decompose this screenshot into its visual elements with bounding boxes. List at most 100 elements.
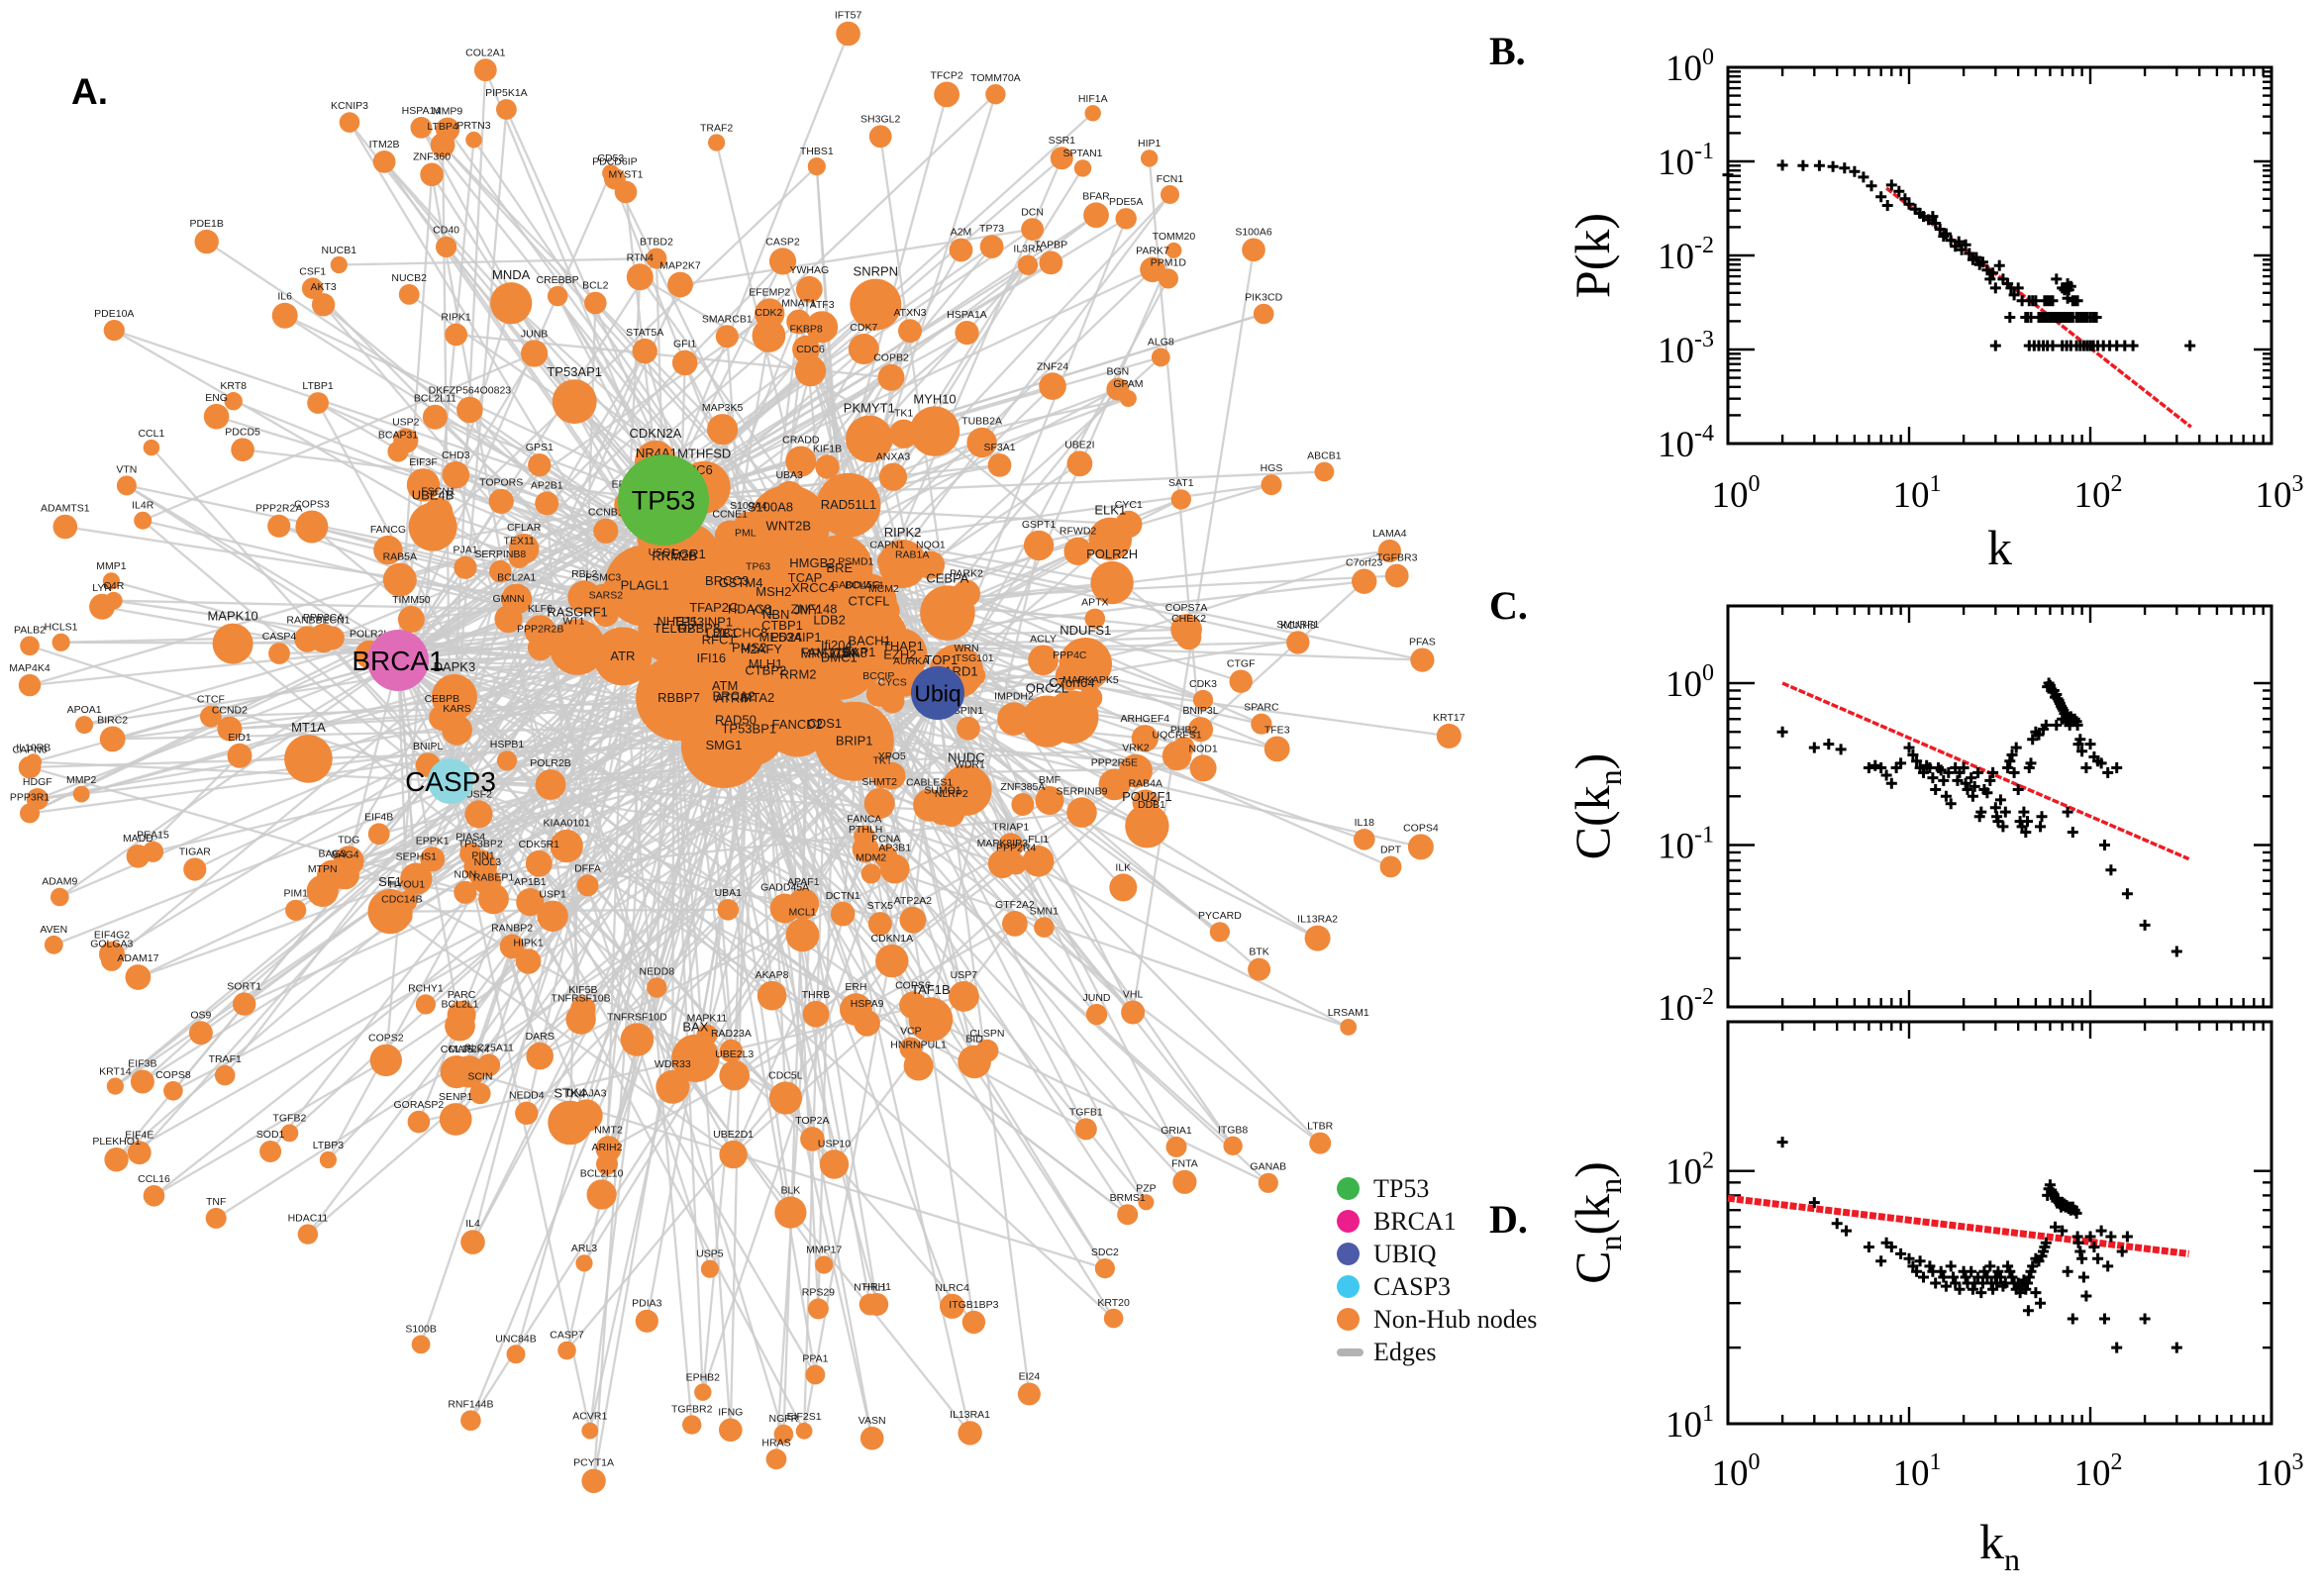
gene-label: BMF — [1039, 774, 1060, 786]
gene-label: LAMA4 — [1372, 528, 1407, 540]
gene-label: CLSPN — [969, 1028, 1004, 1040]
network-node — [1165, 1136, 1187, 1157]
gene-label: XRCC4 — [791, 580, 835, 595]
gene-label: ATR — [610, 648, 635, 663]
plot-frame — [1726, 604, 2273, 1009]
gene-label: BID — [965, 1034, 983, 1046]
hub-label-ubiq: Ubiq — [914, 680, 960, 706]
network-node — [473, 58, 497, 82]
network-node — [842, 567, 870, 596]
gene-label: CEBPB — [425, 693, 460, 705]
network-node — [800, 1127, 825, 1151]
network-node — [1162, 741, 1192, 771]
network-node — [805, 1364, 826, 1385]
gene-label: NUCB2 — [391, 272, 427, 284]
gene-label: ACVR1 — [572, 1411, 607, 1423]
network-node — [694, 1383, 712, 1401]
gene-label: GFI1 — [673, 339, 696, 350]
network-node — [1017, 1382, 1041, 1406]
gene-label: TOMM20 — [1153, 231, 1196, 243]
gene-label: TGFBR3 — [1376, 552, 1418, 564]
panel-b-label: B. — [1489, 29, 1526, 73]
network-node — [764, 692, 830, 757]
network-node — [620, 1023, 655, 1056]
gene-label: ZNF385A — [1000, 781, 1045, 793]
gene-label: AURKA — [893, 655, 929, 667]
gene-label: HDAC11 — [288, 1212, 329, 1224]
network-node — [440, 1055, 473, 1089]
network-node — [1410, 648, 1435, 672]
network-node — [217, 716, 243, 742]
gene-label: LTBP4 — [427, 121, 457, 133]
gene-label: CCL15 — [441, 1044, 473, 1055]
gene-label: SOD1 — [256, 1129, 285, 1141]
gene-label: TFE3 — [1264, 725, 1290, 737]
network-node — [816, 472, 881, 538]
gene-label: KIF1B — [813, 443, 842, 454]
network-node — [1354, 829, 1375, 850]
gene-label: HSPA14 — [402, 105, 442, 117]
network-node — [188, 1021, 213, 1046]
gene-label: JUND — [1083, 992, 1111, 1004]
gene-label: IL18 — [1355, 817, 1375, 829]
panel-a-label: A. — [71, 71, 108, 112]
gene-label: CD53 — [597, 152, 624, 164]
network-node — [1170, 489, 1192, 510]
network-node — [465, 131, 482, 149]
gene-label: CDK5R1 — [519, 839, 560, 850]
gene-label: FANCD2 — [772, 717, 823, 732]
network-node — [648, 557, 677, 587]
gene-label: ZNF148 — [791, 602, 838, 617]
network-node — [203, 403, 230, 430]
network-node — [134, 511, 152, 530]
network-node — [460, 1410, 481, 1431]
gene-label: TKT — [872, 754, 892, 766]
gene-label: WRN — [954, 643, 978, 654]
network-node — [410, 116, 433, 139]
network-node — [858, 1293, 881, 1316]
network-node — [439, 1103, 472, 1136]
network-node — [454, 555, 477, 579]
gene-label: TNFRSF10B — [552, 992, 611, 1004]
network-node — [233, 992, 256, 1016]
gene-label: NUCB1 — [322, 245, 357, 256]
x-axis-title: kn​ — [1979, 1514, 2020, 1577]
gene-label: GADD45A — [760, 882, 809, 894]
network-node — [795, 275, 823, 303]
gene-label: TOP1 — [925, 652, 959, 667]
gene-label: PARK2 — [950, 568, 983, 580]
gene-label: ARL3 — [571, 1243, 597, 1254]
network-node — [1094, 1258, 1115, 1279]
gene-label: CHEK2 — [1171, 613, 1206, 625]
gene-label: MAP2K4 — [449, 1044, 490, 1055]
axes — [1726, 1020, 2273, 1426]
tick-label: 10-4 — [1658, 421, 1714, 465]
gene-label: BCL2L11 — [414, 393, 456, 405]
network-node — [1379, 855, 1402, 878]
gene-label: ORC2L — [1026, 681, 1068, 696]
legend-label: TP53 — [1373, 1173, 1430, 1203]
gene-label: CCNB1 — [588, 507, 624, 519]
network-node — [506, 1345, 526, 1364]
gene-label: LDB1 — [706, 626, 739, 641]
gene-label: AKT3 — [310, 281, 336, 293]
gene-label: CCL16 — [138, 1173, 170, 1185]
network-node — [20, 803, 40, 824]
gene-label: ZNF360 — [413, 151, 451, 163]
gene-label: MMP2 — [66, 774, 96, 786]
gene-label: STAT5A — [626, 327, 663, 339]
legend-dot-icon — [1337, 1243, 1360, 1265]
network-node — [18, 673, 42, 697]
network-node — [774, 480, 805, 511]
network-node — [1309, 1132, 1332, 1154]
gene-label: PDCD6IP — [592, 156, 638, 168]
gene-label: LDB2 — [813, 612, 846, 627]
network-node — [1034, 917, 1055, 938]
gene-label: UBE2I — [1064, 440, 1094, 451]
gene-label: CTCFL — [849, 594, 890, 609]
gene-label: HIPK1 — [513, 937, 544, 948]
network-node — [101, 949, 123, 971]
gene-label: SUMO1 — [924, 784, 961, 796]
network-node — [878, 540, 928, 588]
